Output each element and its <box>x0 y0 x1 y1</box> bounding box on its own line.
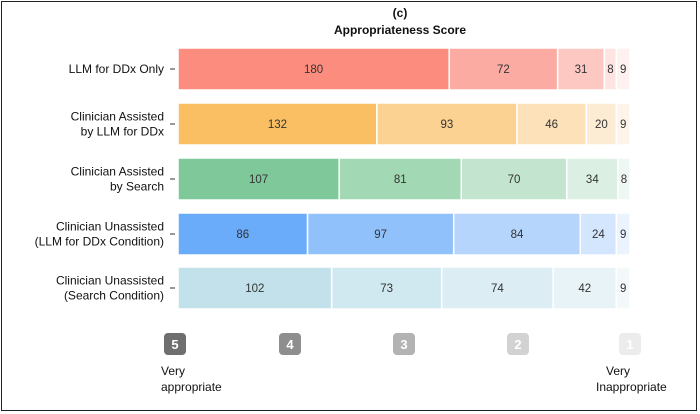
category-label: Clinician Assisted by LLM for DDx <box>71 110 164 139</box>
bar-segment <box>565 157 619 201</box>
score-badge-label: 2 <box>514 337 521 352</box>
bar-segment <box>552 266 618 310</box>
data-label: 107 <box>249 174 268 186</box>
category-label: Clinician Unassisted (LLM for DDx Conditi… <box>35 220 164 249</box>
data-label: 9 <box>620 283 626 295</box>
bar-segment <box>177 47 450 91</box>
data-label: 46 <box>545 119 558 131</box>
data-label: 132 <box>268 119 287 131</box>
data-label: 81 <box>394 174 407 186</box>
data-label: 8 <box>607 64 613 76</box>
data-label: 84 <box>511 229 524 241</box>
data-label: 20 <box>595 119 608 131</box>
score-badge-label: 5 <box>171 337 178 352</box>
category-label: Clinician Assisted by Search <box>71 165 164 194</box>
bar-segment <box>177 212 309 256</box>
bar-segment <box>338 157 462 201</box>
bar-segment <box>177 102 378 146</box>
bar-segment <box>615 47 631 91</box>
bar-segment <box>579 212 618 256</box>
bar-segment <box>452 212 582 256</box>
category-labels-group: LLM for DDx Only Clinician Assisted by LLM… <box>35 62 175 303</box>
bar-segment <box>615 266 631 310</box>
bar-segment <box>460 157 568 201</box>
category-label: Clinician Unassisted (Search Condition) <box>56 274 164 303</box>
data-label: 180 <box>304 64 323 76</box>
data-label: 24 <box>592 229 605 241</box>
bar-segment <box>330 266 443 310</box>
panel-label: (c) <box>393 6 408 20</box>
bar-segment <box>448 47 559 91</box>
score-badge-label: 3 <box>400 337 407 352</box>
data-label: 97 <box>374 229 387 241</box>
data-label: 72 <box>497 64 510 76</box>
data-label: 74 <box>491 283 504 295</box>
data-label: 9 <box>620 64 626 76</box>
score-badge-label: 4 <box>286 337 294 352</box>
bar-segment <box>617 157 631 201</box>
bar-segment <box>177 266 333 310</box>
score-scale-group: 5 4 3 2 1 Very appropriate Very Inappropriate <box>161 333 667 394</box>
bar-segment <box>376 102 518 146</box>
data-label: 70 <box>508 174 521 186</box>
bar-segment <box>615 212 631 256</box>
data-label: 42 <box>578 283 591 295</box>
data-label: 8 <box>621 174 627 186</box>
chart-title: Appropriateness Score <box>334 23 466 37</box>
data-label: 9 <box>620 229 626 241</box>
data-label: 102 <box>245 283 264 295</box>
score-badge <box>164 333 186 355</box>
scale-right-label: Very Inappropriate <box>596 364 667 394</box>
bar-segment <box>177 157 340 201</box>
category-label: LLM for DDx Only <box>69 62 164 76</box>
score-badge-label: 1 <box>626 337 633 352</box>
score-badge <box>507 333 529 355</box>
bar-segment <box>615 102 631 146</box>
scale-left-label: Very appropriate <box>161 364 222 394</box>
data-label: 34 <box>586 174 599 186</box>
data-label: 9 <box>620 119 626 131</box>
data-label: 86 <box>236 229 249 241</box>
data-label: 31 <box>575 64 588 76</box>
bar-segment <box>585 102 618 146</box>
data-label: 73 <box>380 283 393 295</box>
data-label: 93 <box>441 119 454 131</box>
score-badge <box>279 333 301 355</box>
score-badge <box>619 333 641 355</box>
score-badge <box>393 333 415 355</box>
